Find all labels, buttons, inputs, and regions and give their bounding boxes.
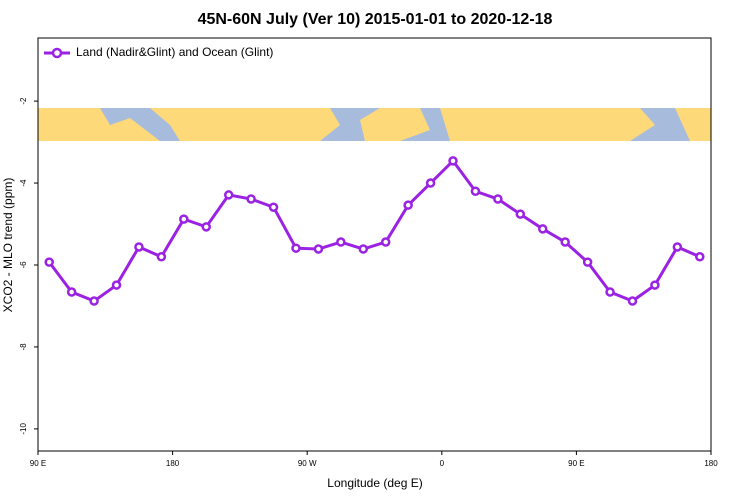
x-tick-label: 0 [440,459,445,468]
data-point [156,252,167,262]
x-tick-label: 180 [166,459,180,468]
data-point [201,222,211,232]
data-line [48,158,701,303]
y-tick-label: -10 [19,423,28,435]
legend-marker [51,47,63,59]
data-point [336,237,346,247]
data-point [179,214,189,224]
legend-label: Land (Nadir&Glint) and Ocean (Glint) [76,45,273,59]
data-point [650,280,660,290]
data-point [380,237,391,247]
data-point [470,186,481,196]
data-point [515,209,526,219]
data-point [582,257,593,267]
y-tick-label: -4 [19,179,28,187]
y-tick-label: -8 [19,343,28,351]
data-point [268,202,279,212]
data-point [44,257,54,267]
data-point [66,287,77,297]
y-axis-label: XCO2 - MLO trend (ppm) [1,178,15,313]
data-point [627,296,638,306]
data-point [538,224,548,234]
data-point [223,190,234,200]
chart-title: 45N-60N July (Ver 10) 2015-01-01 to 2020… [198,11,553,28]
data-point [605,287,615,297]
y-tick-label: -6 [19,261,28,269]
x-tick-label: 90 E [568,459,584,468]
data-point [403,200,413,210]
x-tick-label: 180 [704,459,718,468]
data-point [448,156,458,166]
x-tick-label: 90 W [298,459,317,468]
x-axis-label: Longitude (deg E) [327,476,422,490]
data-point [560,237,570,247]
data-point [111,280,122,290]
data-point [291,243,301,253]
data-point [425,178,436,188]
data-point [493,194,503,204]
map-strip [38,108,711,141]
data-point [695,252,705,262]
data-point [89,296,99,306]
data-point [313,244,324,254]
y-tick-label: -2 [19,97,28,105]
data-point [358,244,369,254]
data-point [134,242,144,252]
plot-frame [37,37,712,452]
x-tick-label: 90 E [30,459,46,468]
data-point [672,242,683,252]
data-point [246,194,256,204]
